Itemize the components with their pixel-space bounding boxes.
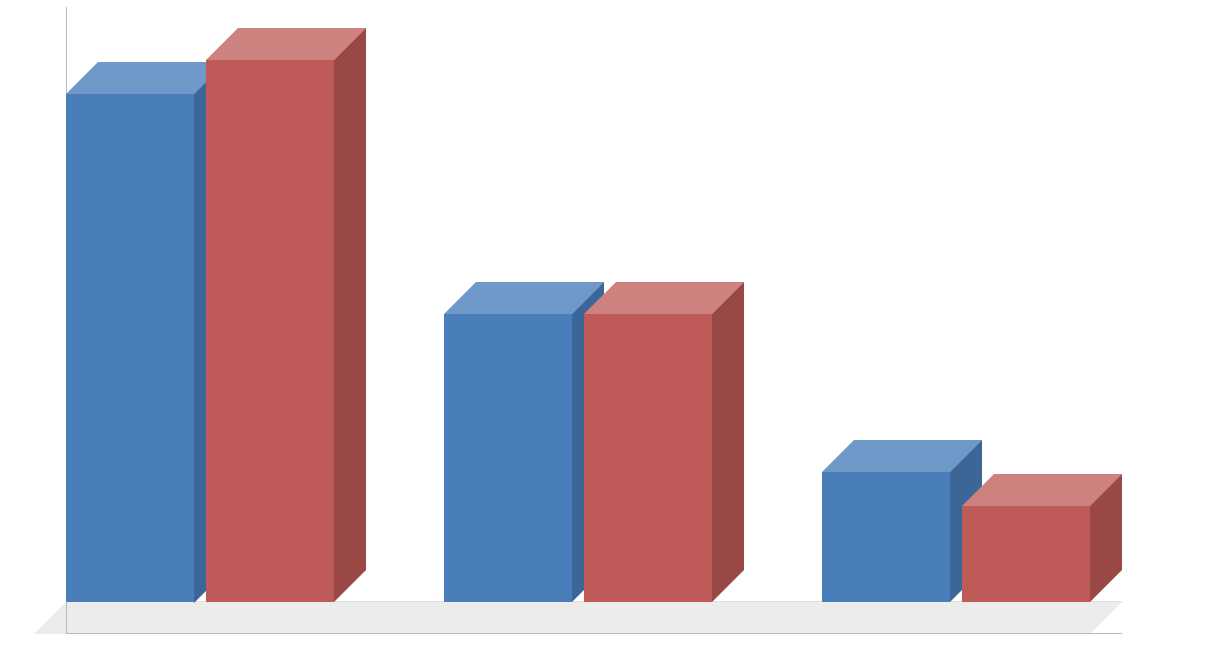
bar-front-face — [444, 314, 572, 602]
x-axis — [66, 633, 1122, 634]
bar-front-face — [962, 506, 1090, 602]
bar-front-face — [206, 60, 334, 602]
bar-side-face — [334, 28, 366, 602]
bar — [206, 60, 334, 602]
bar-front-face — [584, 314, 712, 602]
bar — [962, 506, 1090, 602]
bar — [66, 94, 194, 603]
bar — [584, 314, 712, 602]
bar-front-face — [66, 94, 194, 603]
bar-chart-3d — [0, 0, 1224, 650]
bar-front-face — [822, 472, 950, 602]
bar — [444, 314, 572, 602]
bar — [822, 472, 950, 602]
bar-side-face — [712, 282, 744, 602]
chart-floor — [34, 602, 1122, 634]
